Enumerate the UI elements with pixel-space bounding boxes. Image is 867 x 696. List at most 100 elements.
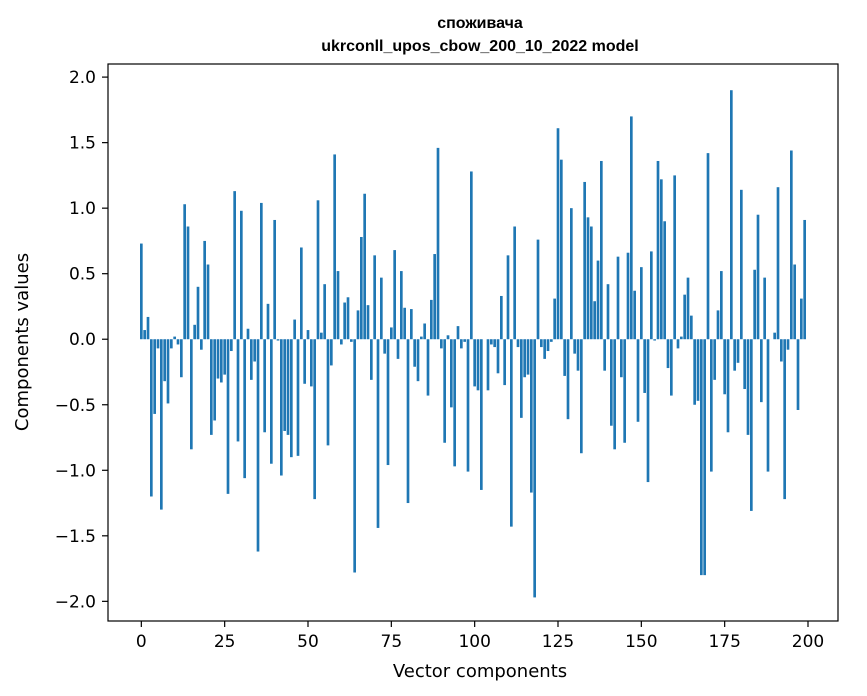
bar (280, 339, 283, 476)
bar (690, 315, 693, 340)
bar (600, 160, 603, 340)
bar (786, 339, 790, 350)
bar (783, 339, 786, 500)
bar (616, 256, 620, 340)
y-axis-ticks: −2.0 −1.5 −1.0 −0.5 0.0 0.5 1.0 1.5 2.0 (55, 68, 108, 612)
y-tick-label: 1.5 (69, 134, 96, 154)
bar (356, 310, 360, 340)
bar (270, 339, 273, 464)
bar (716, 310, 720, 340)
bar (603, 339, 606, 371)
bar (470, 171, 473, 340)
bar (430, 299, 433, 340)
bar (610, 339, 613, 426)
bar (673, 175, 676, 340)
bar (780, 339, 783, 362)
bar (260, 202, 263, 340)
bar (493, 339, 496, 348)
bar (213, 339, 216, 421)
bar (516, 339, 520, 348)
bar (433, 254, 436, 340)
bar (623, 339, 626, 443)
bar (726, 339, 730, 433)
bar (396, 339, 400, 359)
bar (250, 339, 253, 380)
bar (626, 252, 630, 340)
x-axis-label: Vector components (393, 661, 567, 682)
bar (283, 339, 286, 431)
x-tick-label: 0 (136, 632, 147, 652)
bar (383, 339, 386, 354)
bar (606, 284, 610, 340)
bar (503, 339, 506, 386)
bar (233, 191, 236, 340)
bar (156, 339, 160, 349)
bar (236, 339, 240, 442)
bar (340, 339, 343, 345)
bar (390, 327, 393, 340)
bar (436, 147, 440, 340)
x-tick-label: 100 (458, 632, 490, 652)
bar (563, 339, 566, 376)
bar (750, 339, 753, 511)
bar (256, 339, 260, 552)
bar (720, 271, 723, 340)
y-tick-label: −1.0 (55, 461, 96, 481)
bar (633, 290, 636, 340)
bar (273, 219, 276, 340)
bar (590, 226, 593, 340)
x-tick-label: 175 (708, 632, 740, 652)
bar (220, 339, 223, 383)
bar (176, 339, 180, 345)
bar (246, 328, 250, 340)
bar (510, 339, 513, 527)
bar (163, 339, 166, 382)
bar (536, 239, 540, 340)
bar (323, 284, 326, 340)
y-tick-label: 0.5 (69, 265, 96, 285)
bar (316, 200, 320, 340)
bar (696, 339, 700, 401)
bar (170, 339, 173, 349)
bar (723, 339, 726, 395)
chart-title: споживача (437, 15, 523, 32)
bar (263, 339, 266, 433)
bar (500, 295, 503, 340)
x-axis-ticks: 0 25 50 75 100 125 150 175 200 (136, 621, 824, 652)
bar (330, 339, 333, 366)
bar (350, 339, 353, 342)
bar (230, 339, 233, 352)
bar (763, 277, 766, 340)
bar (210, 339, 213, 435)
bar (266, 303, 270, 340)
bar (646, 339, 650, 483)
bar (196, 286, 200, 340)
bar (650, 251, 653, 340)
bar (476, 339, 480, 391)
bar (553, 298, 556, 340)
bar (336, 271, 340, 340)
plot-frame (107, 63, 839, 622)
bar (560, 159, 563, 340)
bar (620, 339, 623, 378)
bar (393, 250, 396, 340)
bar (790, 150, 793, 340)
bar (803, 219, 806, 340)
bar (353, 339, 356, 573)
bar (426, 339, 430, 396)
bars-group (140, 90, 806, 598)
bar (666, 339, 670, 369)
bar (406, 339, 410, 504)
bar (596, 260, 600, 340)
bar (760, 339, 763, 403)
bar (276, 339, 280, 341)
bar (480, 339, 483, 490)
bar (300, 247, 303, 340)
bar (463, 339, 466, 342)
bar (580, 339, 583, 454)
bar (486, 339, 490, 391)
bar (153, 339, 156, 414)
bar (326, 339, 330, 446)
bar (530, 339, 533, 493)
bar (520, 339, 523, 418)
